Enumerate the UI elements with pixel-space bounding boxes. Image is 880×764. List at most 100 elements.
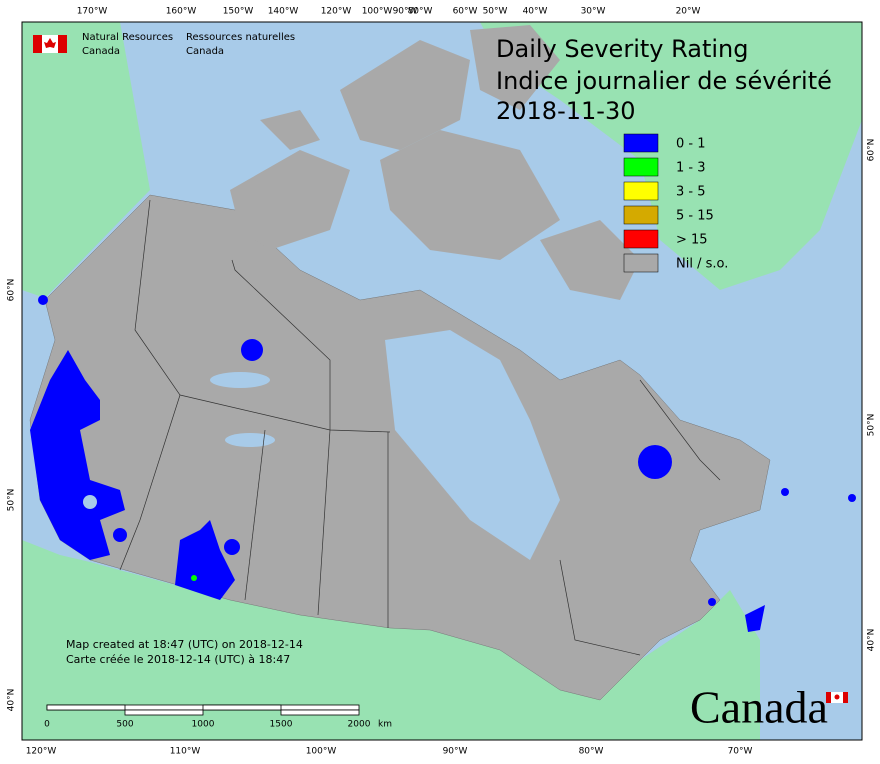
- usa: [22, 540, 760, 740]
- legend-swatch: [623, 253, 659, 273]
- top-axis-label: 170°W: [77, 7, 108, 17]
- legend-label: Nil / s.o.: [676, 257, 728, 272]
- flag-bar: [58, 35, 67, 53]
- wordmark-flag-bar: [843, 692, 848, 703]
- scale-bar-unit: km: [378, 720, 392, 730]
- arctic-island: [260, 110, 320, 150]
- wordmark-flag-leaf: [834, 694, 840, 700]
- legend-label: 5 - 15: [676, 209, 714, 224]
- severity-area: [708, 598, 716, 606]
- scale-bar-segment: [124, 709, 204, 716]
- alaska: [22, 22, 150, 298]
- top-axis-label: 50°W: [483, 7, 508, 17]
- lake: [210, 372, 270, 388]
- credit: Carte créée le 2018-12-14 (UTC) à 18:47: [66, 653, 290, 666]
- left-axis-label: 40°N: [7, 689, 17, 712]
- top-axis-label: 20°W: [676, 7, 701, 17]
- right-axis-label: 60°N: [867, 139, 877, 162]
- severity-area: [175, 520, 235, 600]
- legend: 0 - 1 1 - 3 3 - 5 5 - 15 > 15 Nil / s.o.: [623, 133, 728, 273]
- bottom-axis-label: 120°W: [26, 747, 57, 757]
- legend-swatch: [623, 229, 659, 249]
- severity-area: [781, 488, 789, 496]
- border: [231, 259, 331, 430]
- bottom-axis-label: 100°W: [306, 747, 337, 757]
- bottom-axis-label: 80°W: [579, 747, 604, 757]
- scale-bar-label: 0: [44, 720, 50, 730]
- frame: [21, 21, 863, 741]
- scale-bar-segment: [280, 709, 360, 716]
- border: [244, 429, 266, 601]
- top-axis-label: 150°W: [223, 7, 254, 17]
- top-axis-label: 30°W: [581, 7, 606, 17]
- credit: Map created at 18:47 (UTC) on 2018-12-14: [66, 638, 303, 651]
- scale-bar-label: 1000: [192, 720, 215, 730]
- wordmark-text: Canada: [690, 682, 828, 733]
- greenland: [480, 22, 862, 290]
- severity-areas: [30, 295, 856, 632]
- flag-bar: [33, 35, 42, 53]
- flag-leaf: [44, 38, 56, 48]
- arctic-island: [380, 130, 560, 260]
- title-fr: Indice journalier de sévérité: [496, 67, 832, 95]
- top-axis-label: 90°W: [393, 7, 418, 17]
- bottom-axis-label: 70°W: [728, 747, 753, 757]
- scale-bar-segment: [46, 704, 126, 711]
- severity-area: [848, 494, 856, 502]
- top-axis-label: 140°W: [268, 7, 299, 17]
- org-en: Canada: [82, 46, 120, 57]
- scale-bar-label: 500: [116, 720, 133, 730]
- border: [559, 559, 641, 656]
- wordmark-flag-bar: [826, 692, 831, 703]
- right-axis-label: 50°N: [867, 414, 877, 437]
- severity-area: [191, 575, 197, 581]
- top-axis-label: 120°W: [321, 7, 352, 17]
- severity-area: [113, 528, 127, 542]
- border: [639, 379, 721, 481]
- legend-swatch: [623, 157, 659, 177]
- title-en: Daily Severity Rating: [496, 35, 748, 63]
- graticule-labels: 170°W 160°W 150°W 140°W 120°W 100°W 90°W80°W 60…: [7, 7, 877, 757]
- scale-bar: 0 500 1000 1500 2000 km: [44, 704, 392, 730]
- top-axis-label: 80°W: [408, 7, 433, 17]
- top-axis-label: 100°W: [362, 7, 393, 17]
- hudson-bay: [385, 330, 560, 560]
- severity-area: [38, 295, 48, 305]
- wordmark: Canada: [690, 682, 848, 733]
- legend-swatch: [623, 181, 659, 201]
- top-axis-label: 40°W: [523, 7, 548, 17]
- severity-area: [241, 339, 263, 361]
- arctic-island: [540, 220, 640, 300]
- org-fr: Ressources naturelles: [186, 32, 295, 43]
- bottom-axis-label: 90°W: [443, 747, 468, 757]
- lake: [225, 433, 275, 447]
- severity-area: [638, 445, 672, 479]
- border: [317, 429, 331, 616]
- legend-label: 0 - 1: [676, 137, 706, 152]
- left-axis-label: 60°N: [7, 279, 17, 302]
- left-axis-label: 50°N: [7, 489, 17, 512]
- severity-area: [30, 350, 125, 560]
- borders: [119, 199, 721, 656]
- title-date: 2018-11-30: [496, 97, 635, 125]
- bottom-axis-label: 110°W: [170, 747, 201, 757]
- right-axis-label: 40°N: [867, 629, 877, 652]
- scale-bar-segment: [202, 704, 282, 711]
- org-fr: Canada: [186, 46, 224, 57]
- severity-area: [224, 539, 240, 555]
- logo: [33, 35, 67, 53]
- arctic-island: [230, 150, 350, 250]
- scale-bar-label: 1500: [270, 720, 293, 730]
- scale-bar-label: 2000: [348, 720, 371, 730]
- arctic-island: [340, 40, 470, 150]
- top-axis-label: 160°W: [166, 7, 197, 17]
- legend-label: 3 - 5: [676, 185, 706, 200]
- legend-label: 1 - 3: [676, 161, 706, 176]
- legend-swatch: [623, 205, 659, 225]
- arctic-island: [470, 25, 560, 110]
- severity-area: [745, 605, 765, 632]
- top-axis-label: 60°W: [453, 7, 478, 17]
- org-en: Natural Resources: [82, 32, 173, 43]
- legend-label: > 15: [676, 233, 708, 248]
